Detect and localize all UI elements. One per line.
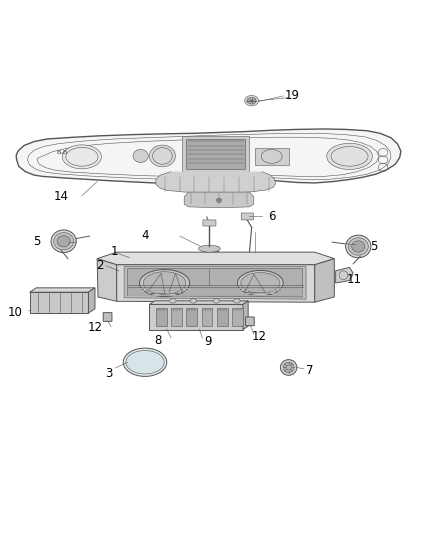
- Ellipse shape: [57, 236, 70, 247]
- Ellipse shape: [190, 298, 197, 303]
- Polygon shape: [127, 293, 303, 294]
- Polygon shape: [88, 288, 95, 313]
- Text: 8: 8: [154, 334, 162, 347]
- Text: 14: 14: [54, 190, 69, 204]
- Ellipse shape: [280, 360, 297, 375]
- Polygon shape: [127, 269, 303, 297]
- Text: 11: 11: [346, 273, 361, 286]
- Ellipse shape: [143, 272, 186, 294]
- Ellipse shape: [123, 348, 167, 376]
- Ellipse shape: [198, 245, 220, 252]
- Polygon shape: [186, 308, 197, 326]
- Polygon shape: [30, 292, 88, 313]
- Polygon shape: [336, 268, 353, 283]
- Text: 10: 10: [7, 306, 22, 319]
- Polygon shape: [16, 129, 401, 184]
- Polygon shape: [117, 265, 315, 302]
- FancyBboxPatch shape: [203, 220, 216, 226]
- Polygon shape: [149, 304, 243, 329]
- Text: 5: 5: [371, 240, 378, 253]
- FancyBboxPatch shape: [241, 213, 253, 220]
- Polygon shape: [201, 246, 218, 251]
- Polygon shape: [156, 172, 276, 193]
- Ellipse shape: [170, 298, 176, 303]
- Polygon shape: [186, 139, 245, 168]
- Ellipse shape: [53, 232, 74, 250]
- Polygon shape: [127, 295, 303, 296]
- Ellipse shape: [352, 241, 365, 252]
- Polygon shape: [124, 266, 306, 299]
- FancyBboxPatch shape: [103, 313, 112, 321]
- Text: 19: 19: [285, 89, 300, 102]
- Text: 9: 9: [204, 335, 211, 348]
- Ellipse shape: [140, 270, 190, 296]
- Polygon shape: [217, 308, 228, 326]
- Ellipse shape: [247, 98, 256, 104]
- Text: 7: 7: [306, 365, 314, 377]
- Ellipse shape: [213, 298, 219, 303]
- Text: 3: 3: [105, 367, 113, 380]
- Text: 1: 1: [110, 245, 118, 258]
- Ellipse shape: [133, 149, 148, 163]
- Text: 4: 4: [142, 229, 149, 241]
- Polygon shape: [97, 252, 334, 265]
- Text: 5: 5: [33, 235, 41, 248]
- Polygon shape: [232, 308, 243, 326]
- Ellipse shape: [233, 298, 240, 303]
- Polygon shape: [184, 192, 254, 208]
- Polygon shape: [149, 301, 248, 304]
- Polygon shape: [201, 308, 212, 326]
- Polygon shape: [127, 290, 303, 292]
- Polygon shape: [243, 301, 248, 329]
- Text: 2: 2: [96, 259, 104, 272]
- Ellipse shape: [327, 143, 372, 169]
- Polygon shape: [171, 308, 182, 326]
- Text: 12: 12: [87, 321, 102, 334]
- Polygon shape: [182, 136, 250, 172]
- Polygon shape: [97, 259, 117, 301]
- Ellipse shape: [348, 238, 368, 255]
- Text: BᵤB: BᵤB: [56, 150, 67, 155]
- Ellipse shape: [62, 145, 102, 169]
- FancyBboxPatch shape: [246, 317, 254, 326]
- Polygon shape: [315, 259, 334, 302]
- Text: 6: 6: [268, 210, 275, 223]
- Polygon shape: [156, 308, 167, 326]
- Ellipse shape: [241, 272, 280, 294]
- Ellipse shape: [216, 198, 222, 203]
- Polygon shape: [254, 148, 289, 165]
- Ellipse shape: [346, 235, 371, 258]
- Ellipse shape: [149, 145, 176, 167]
- Polygon shape: [30, 288, 95, 292]
- Ellipse shape: [245, 95, 258, 106]
- Ellipse shape: [126, 351, 164, 374]
- Ellipse shape: [283, 362, 294, 373]
- Ellipse shape: [237, 270, 283, 296]
- Polygon shape: [127, 288, 303, 289]
- Ellipse shape: [51, 230, 76, 253]
- Text: 12: 12: [252, 329, 267, 343]
